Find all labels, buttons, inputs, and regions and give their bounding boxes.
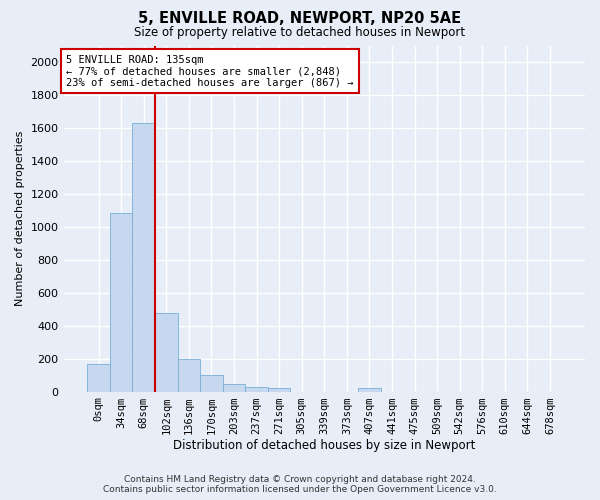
Bar	[110, 213, 133, 392]
Bar	[268, 388, 290, 392]
Bar	[245, 386, 268, 392]
Bar	[358, 388, 381, 392]
Text: 5 ENVILLE ROAD: 135sqm
← 77% of detached houses are smaller (2,848)
23% of semi-: 5 ENVILLE ROAD: 135sqm ← 77% of detached…	[66, 54, 353, 88]
X-axis label: Distribution of detached houses by size in Newport: Distribution of detached houses by size …	[173, 440, 475, 452]
Bar	[133, 124, 155, 392]
Text: 5, ENVILLE ROAD, NEWPORT, NP20 5AE: 5, ENVILLE ROAD, NEWPORT, NP20 5AE	[139, 11, 461, 26]
Bar	[178, 358, 200, 392]
Y-axis label: Number of detached properties: Number of detached properties	[15, 131, 25, 306]
Bar	[200, 375, 223, 392]
Bar	[223, 384, 245, 392]
Bar	[87, 364, 110, 392]
Bar	[155, 312, 178, 392]
Text: Contains HM Land Registry data © Crown copyright and database right 2024.
Contai: Contains HM Land Registry data © Crown c…	[103, 474, 497, 494]
Text: Size of property relative to detached houses in Newport: Size of property relative to detached ho…	[134, 26, 466, 39]
